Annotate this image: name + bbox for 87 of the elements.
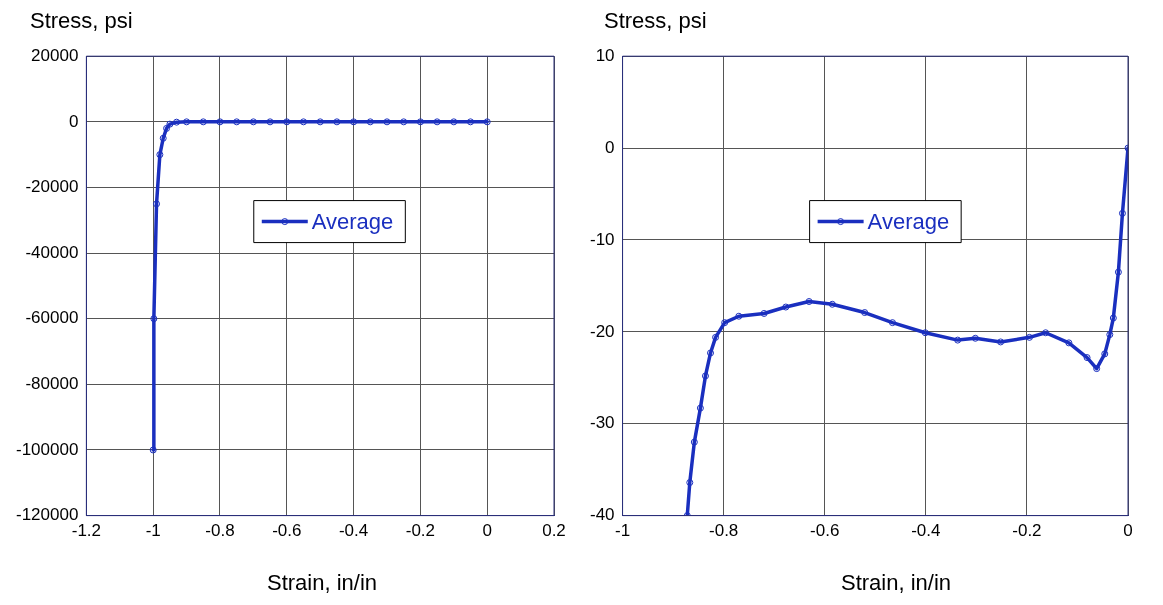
- point: [782, 303, 790, 311]
- y-tick-label: -40: [589, 505, 615, 525]
- point: [701, 372, 709, 380]
- point: [760, 309, 768, 317]
- point: [156, 151, 164, 159]
- point: [433, 118, 441, 126]
- point: [299, 118, 307, 126]
- point: [1025, 333, 1033, 341]
- y-tick-label: -80000: [25, 374, 79, 394]
- point: [696, 404, 704, 412]
- point: [283, 118, 291, 126]
- y-tick-label: -20000: [25, 177, 79, 197]
- point: [467, 118, 474, 126]
- point: [150, 315, 158, 323]
- point: [1118, 209, 1126, 217]
- x-tick-label: -0.8: [205, 521, 235, 541]
- point: [350, 118, 358, 126]
- point: [183, 118, 191, 126]
- y-tick-label: -20: [589, 321, 615, 341]
- point: [1106, 331, 1114, 339]
- point: [1109, 314, 1117, 322]
- x-tick-label: 0: [1123, 521, 1133, 541]
- point: [383, 118, 391, 126]
- point: [400, 118, 408, 126]
- point: [199, 118, 207, 126]
- point: [971, 334, 979, 342]
- y-tick-label: 0: [68, 111, 79, 131]
- x-axis-title: Strain, in/in: [265, 570, 379, 596]
- point: [888, 319, 896, 327]
- point: [1042, 329, 1050, 337]
- point: [1065, 339, 1073, 347]
- point: [721, 319, 729, 327]
- x-tick-label: -0.6: [272, 521, 302, 541]
- point: [997, 338, 1005, 346]
- point: [1101, 350, 1109, 358]
- point: [712, 333, 720, 341]
- point: [249, 118, 257, 126]
- point: [216, 118, 224, 126]
- point: [1114, 268, 1122, 276]
- x-tick-label: -0.2: [1012, 521, 1042, 541]
- y-tick-label: 20000: [31, 45, 79, 65]
- point: [483, 118, 491, 126]
- legend-label: Average: [867, 208, 950, 234]
- point: [828, 300, 836, 308]
- point: [233, 118, 241, 126]
- point: [1093, 365, 1101, 373]
- point: [735, 312, 743, 320]
- point: [166, 120, 174, 128]
- y-tick-label: 10: [595, 45, 615, 65]
- point: [173, 118, 181, 126]
- y-tick-label: -10: [589, 229, 615, 249]
- x-tick-label: 0.2: [542, 521, 566, 541]
- y-tick-label: -30: [589, 413, 615, 433]
- x-tick-label: -0.4: [911, 521, 941, 541]
- x-tick-label: -1: [615, 521, 631, 541]
- y-tick-label: -60000: [25, 308, 79, 328]
- x-tick-label: -0.8: [709, 521, 739, 541]
- point: [921, 329, 929, 337]
- point: [266, 118, 274, 126]
- point: [333, 118, 341, 126]
- point: [690, 438, 698, 446]
- point: [686, 479, 694, 487]
- y-tick-label: -100000: [16, 439, 79, 459]
- x-tick-label: -0.6: [810, 521, 840, 541]
- y-axis-title: Stress, psi: [30, 8, 134, 35]
- point: [366, 118, 374, 126]
- point: [450, 118, 458, 126]
- point: [163, 124, 171, 132]
- point: [149, 446, 157, 454]
- legend-label: Average: [311, 208, 394, 234]
- point: [707, 349, 715, 357]
- x-tick-label: 0: [482, 521, 492, 541]
- x-tick-label: -1: [145, 521, 161, 541]
- point: [1083, 354, 1091, 362]
- point: [153, 200, 161, 208]
- y-tick-label: 0: [605, 137, 615, 157]
- point: [954, 336, 962, 344]
- x-tick-label: -0.4: [338, 521, 369, 541]
- point: [861, 309, 869, 317]
- point: [805, 298, 813, 306]
- point: [416, 118, 424, 126]
- y-tick-label: -40000: [25, 242, 79, 262]
- x-axis-title: Strain, in/in: [839, 570, 953, 596]
- x-tick-label: -0.2: [405, 521, 436, 541]
- y-axis-title: Stress, psi: [604, 8, 708, 35]
- point: [316, 118, 324, 126]
- point: [159, 134, 167, 142]
